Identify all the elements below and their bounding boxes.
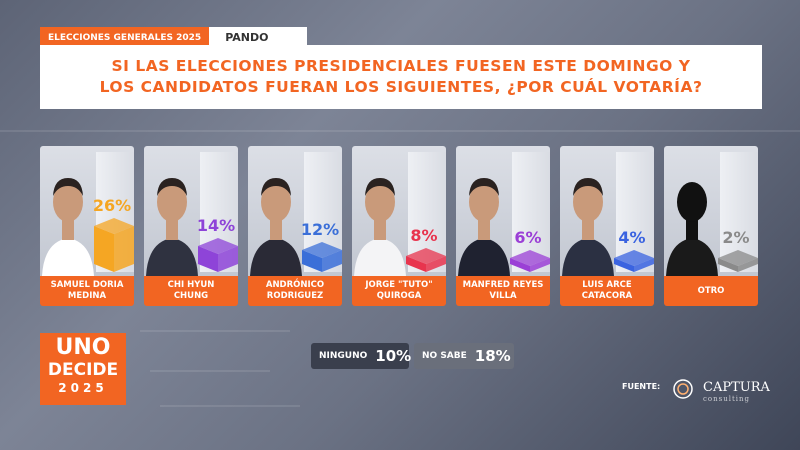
candidate-name-line: CHUNG (173, 291, 209, 301)
bar (198, 238, 238, 272)
source-brand-sub: consulting (703, 395, 751, 403)
card-panel: 6% (456, 146, 550, 276)
candidate-name-line: LUIS ARCE (582, 280, 632, 290)
candidate-name: OTRO (664, 276, 758, 306)
value-label: 6% (514, 228, 542, 247)
election-tag: ELECCIONES GENERALES 2025 (40, 27, 210, 50)
value-label: 14% (196, 216, 236, 235)
candidate-card: 6% MANFRED REYES VILLA (456, 146, 550, 306)
nosabe-pill: NO SABE 18% (414, 343, 514, 369)
question-line-1: SI LAS ELECCIONES PRESIDENCIALES FUESEN … (111, 57, 691, 75)
candidate-photo (354, 178, 406, 276)
candidate-name-line: OTRO (697, 285, 725, 296)
source-label: FUENTE: (622, 382, 661, 391)
candidate-name-line: ANDRÓNICO (265, 280, 325, 290)
bar (302, 242, 342, 272)
region-tag: PANDO (209, 27, 308, 50)
candidate-name-line: RODRIGUEZ (266, 291, 324, 301)
nosabe-label: NO SABE (422, 351, 467, 361)
bar (510, 250, 550, 272)
card-panel: 8% (352, 146, 446, 276)
bar (94, 218, 134, 272)
value-label: 8% (410, 226, 438, 245)
uno-decide-logo: UNO DECIDE 2025 (40, 333, 126, 405)
candidate-photo (458, 178, 510, 276)
bg-line (0, 130, 800, 132)
source-brand-name: CAPTURA (703, 380, 770, 395)
candidate-card: 26% SAMUEL DORIA MEDINA (40, 146, 134, 306)
value-label: 2% (722, 228, 750, 247)
question-line-2: LOS CANDIDATOS FUERAN LOS SIGUIENTES, ¿P… (99, 78, 703, 96)
candidate-name-line: CHI HYUN (167, 280, 215, 290)
candidate-card: 8% JORGE "TUTO" QUIROGA (352, 146, 446, 306)
bg-line (140, 330, 290, 332)
card-panel: 14% (144, 146, 238, 276)
source-brand: CAPTURA consulting (703, 380, 770, 403)
card-panel: 2% (664, 146, 758, 276)
logo-line-1: UNO (55, 335, 111, 360)
nosabe-value: 18% (474, 347, 511, 365)
candidate-name: ANDRÓNICO RODRIGUEZ (248, 276, 342, 306)
candidate-card: 14% CHI HYUN CHUNG (144, 146, 238, 306)
question-box: SI LAS ELECCIONES PRESIDENCIALES FUESEN … (40, 45, 762, 109)
candidate-photo (250, 178, 302, 276)
candidate-name-line: SAMUEL DORIA (50, 280, 124, 290)
ninguno-value: 10% (375, 347, 412, 365)
bg-line (150, 370, 270, 372)
candidate-name: SAMUEL DORIA MEDINA (40, 276, 134, 306)
value-label: 26% (92, 196, 132, 215)
candidate-name-line: MANFRED REYES (462, 280, 544, 290)
captura-logo-icon (673, 379, 693, 399)
card-panel: 12% (248, 146, 342, 276)
candidate-name: LUIS ARCE CATACORA (560, 276, 654, 306)
value-label: 12% (300, 220, 340, 239)
candidate-name-line: MEDINA (67, 291, 107, 301)
ninguno-pill: NINGUNO 10% (311, 343, 412, 369)
ninguno-label: NINGUNO (319, 351, 368, 361)
candidate-photo (42, 178, 94, 276)
value-label: 4% (618, 228, 646, 247)
candidate-name: CHI HYUN CHUNG (144, 276, 238, 306)
candidate-name: MANFRED REYES VILLA (456, 276, 550, 306)
bar (718, 250, 758, 272)
bg-line (160, 405, 300, 407)
candidate-card: 2% OTRO (664, 146, 758, 306)
candidate-name-line: VILLA (489, 291, 517, 301)
candidate-name-line: QUIROGA (376, 291, 422, 301)
anonymous-silhouette-icon (666, 182, 718, 276)
bar (406, 248, 446, 272)
candidate-card: 12% ANDRÓNICO RODRIGUEZ (248, 146, 342, 306)
candidate-photo (562, 178, 614, 276)
card-panel: 4% (560, 146, 654, 276)
candidate-card: 4% LUIS ARCE CATACORA (560, 146, 654, 306)
candidate-photo (146, 178, 198, 276)
bar (614, 250, 654, 272)
candidate-name-line: CATACORA (581, 291, 633, 301)
header-bar: ELECCIONES GENERALES 2025 PANDO (40, 27, 308, 50)
logo-line-2: DECIDE (47, 360, 119, 380)
logo-line-3: 2025 (58, 381, 108, 395)
card-panel: 26% (40, 146, 134, 276)
candidate-name: JORGE "TUTO" QUIROGA (352, 276, 446, 306)
candidate-name-line: JORGE "TUTO" (365, 280, 433, 290)
